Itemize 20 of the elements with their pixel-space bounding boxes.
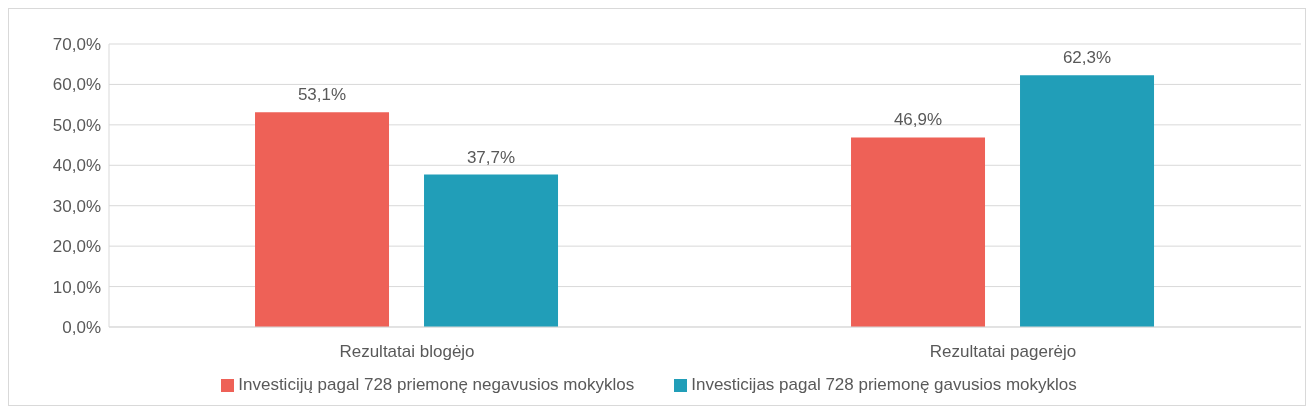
bar xyxy=(1020,75,1155,327)
y-tick-label: 20,0% xyxy=(52,237,101,257)
bar xyxy=(851,137,986,327)
data-label: 37,7% xyxy=(466,147,516,167)
y-tick-label: 50,0% xyxy=(52,115,101,135)
y-tick-label: 70,0% xyxy=(52,35,101,55)
x-tick-label: Rezultatai blogėjo xyxy=(339,342,475,362)
y-tick-label: 0,0% xyxy=(62,318,101,338)
data-label: 62,3% xyxy=(1062,48,1112,68)
x-tick-label: Rezultatai pagerėjo xyxy=(929,342,1077,362)
y-tick-label: 10,0% xyxy=(52,277,101,297)
bar xyxy=(424,174,559,327)
data-label: 53,1% xyxy=(297,85,347,105)
bar xyxy=(255,112,390,327)
data-label: 46,9% xyxy=(893,110,943,130)
y-tick-label: 40,0% xyxy=(52,156,101,176)
legend-label: Investicijų pagal 728 priemonę negavusios mokyklos xyxy=(238,375,635,394)
legend-label: Investicijas pagal 728 priemonę gavusios mokyklos xyxy=(691,375,1077,394)
y-tick-label: 30,0% xyxy=(52,196,101,216)
y-tick-label: 60,0% xyxy=(52,75,101,95)
